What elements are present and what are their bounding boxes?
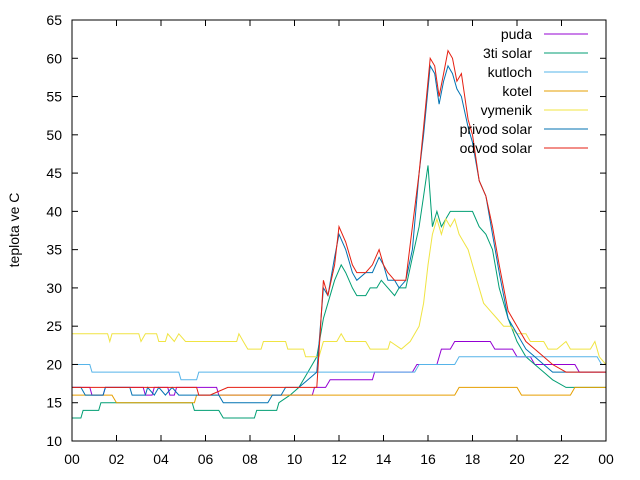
y-tick-label: 50 — [46, 127, 62, 143]
series-line-4 — [72, 217, 607, 365]
axis-ticks: 00 02 04 06 08 10 12 14 16 18 20 22 0010152025303540… — [46, 12, 614, 467]
x-tick-label: 00 — [64, 451, 80, 467]
y-tick-label: 10 — [46, 433, 62, 449]
x-tick-label: 12 — [331, 451, 347, 467]
x-tick-label: 06 — [198, 451, 214, 467]
legend-label-3: kotel — [502, 83, 532, 99]
y-tick-label: 25 — [46, 318, 62, 334]
legend-label-0: puda — [501, 26, 532, 42]
legend-label-2: kutloch — [488, 64, 532, 80]
x-tick-label: 14 — [376, 451, 392, 467]
series-line-3 — [72, 386, 606, 404]
x-tick-label: 22 — [554, 451, 570, 467]
legend: puda 3ti solar kutloch kotel vymenik privod s… — [460, 26, 588, 156]
y-tick-label: 30 — [46, 280, 62, 296]
series-line-1 — [72, 165, 606, 419]
series-lines — [72, 49, 607, 419]
x-tick-label: 20 — [509, 451, 525, 467]
y-tick-label: 15 — [46, 395, 62, 411]
y-tick-label: 20 — [46, 356, 62, 372]
y-tick-label: 45 — [46, 165, 62, 181]
x-tick-label: 00 — [598, 451, 614, 467]
y-tick-label: 65 — [46, 12, 62, 28]
legend-label-5: privod solar — [460, 121, 533, 137]
x-tick-label: 18 — [465, 451, 481, 467]
x-tick-label: 08 — [242, 451, 258, 467]
x-tick-label: 02 — [109, 451, 125, 467]
x-tick-label: 04 — [153, 451, 169, 467]
y-tick-label: 55 — [46, 89, 62, 105]
y-tick-label: 35 — [46, 242, 62, 258]
series-line-0 — [72, 341, 606, 396]
y-tick-label: 40 — [46, 203, 62, 219]
y-tick-label: 60 — [46, 50, 62, 66]
x-tick-label: 10 — [287, 451, 303, 467]
legend-label-6: odvod solar — [460, 140, 533, 156]
legend-label-1: 3ti solar — [483, 45, 532, 61]
y-axis-title: teplota ve C — [6, 193, 22, 268]
legend-label-4: vymenik — [481, 102, 533, 118]
x-tick-label: 16 — [420, 451, 436, 467]
series-line-2 — [72, 356, 606, 381]
series-line-6 — [72, 49, 606, 396]
